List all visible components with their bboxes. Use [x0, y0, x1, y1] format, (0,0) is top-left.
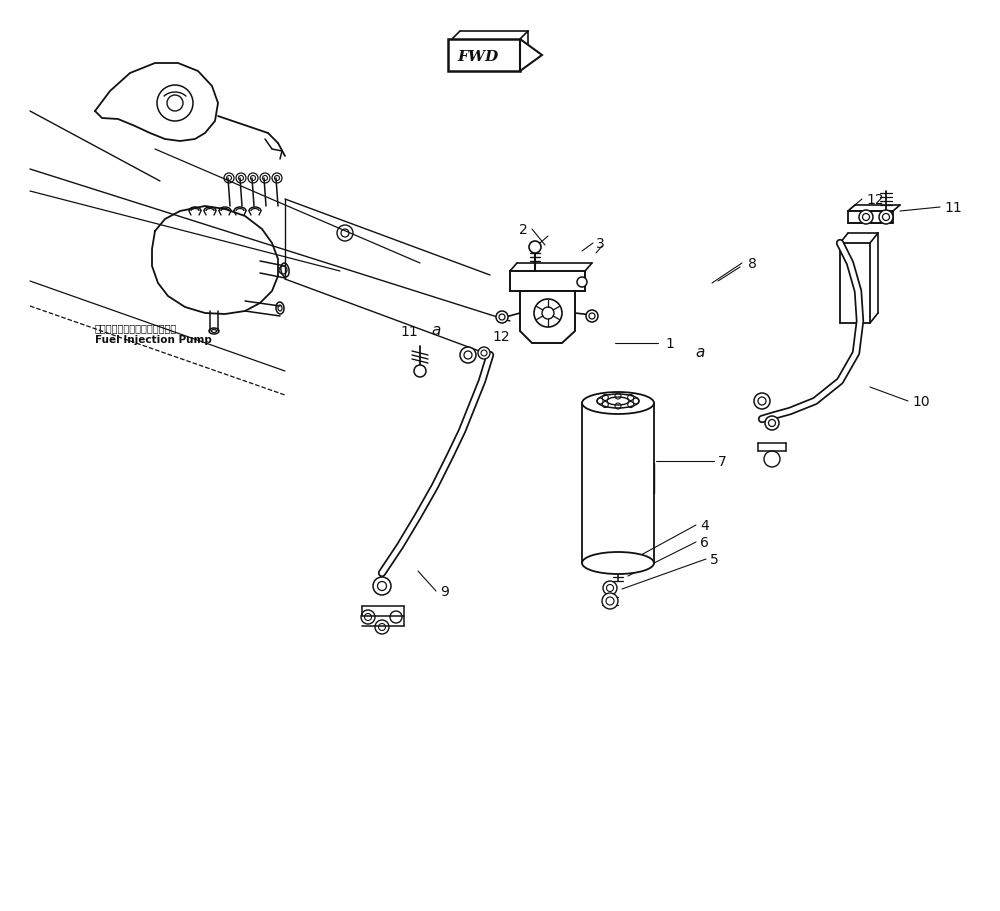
Circle shape: [496, 312, 508, 323]
Polygon shape: [520, 40, 542, 72]
Text: 12: 12: [866, 193, 884, 207]
Text: a: a: [695, 344, 705, 359]
Circle shape: [859, 210, 873, 225]
Circle shape: [529, 241, 541, 254]
Text: 4: 4: [700, 518, 709, 532]
Text: 12: 12: [492, 330, 510, 343]
Text: a: a: [431, 322, 441, 337]
Circle shape: [478, 348, 490, 360]
Circle shape: [754, 394, 770, 410]
Text: 8: 8: [748, 257, 757, 271]
Circle shape: [879, 210, 893, 225]
Polygon shape: [510, 271, 585, 292]
Polygon shape: [448, 40, 520, 72]
Circle shape: [765, 416, 779, 431]
Text: 2: 2: [519, 223, 528, 237]
Text: 9: 9: [440, 584, 449, 599]
Text: フェルインジェクションポンプ: フェルインジェクションポンプ: [95, 322, 177, 333]
Polygon shape: [520, 292, 575, 343]
Circle shape: [460, 348, 476, 363]
Ellipse shape: [582, 552, 654, 574]
Text: 10: 10: [912, 394, 930, 408]
Text: 11: 11: [944, 200, 962, 215]
Text: 3: 3: [596, 237, 605, 251]
Text: 6: 6: [700, 536, 709, 549]
Ellipse shape: [582, 393, 654, 415]
Circle shape: [602, 593, 618, 609]
Circle shape: [534, 300, 562, 328]
Text: 7: 7: [718, 455, 727, 468]
Circle shape: [414, 365, 426, 377]
Text: Fuel Injection Pump: Fuel Injection Pump: [95, 334, 212, 344]
Circle shape: [373, 578, 391, 596]
Circle shape: [603, 581, 617, 596]
Text: FWD: FWD: [457, 50, 499, 64]
Text: 11: 11: [400, 324, 418, 339]
Text: 5: 5: [710, 552, 719, 567]
Circle shape: [586, 311, 598, 322]
Text: 1: 1: [666, 337, 674, 351]
Circle shape: [577, 278, 587, 288]
